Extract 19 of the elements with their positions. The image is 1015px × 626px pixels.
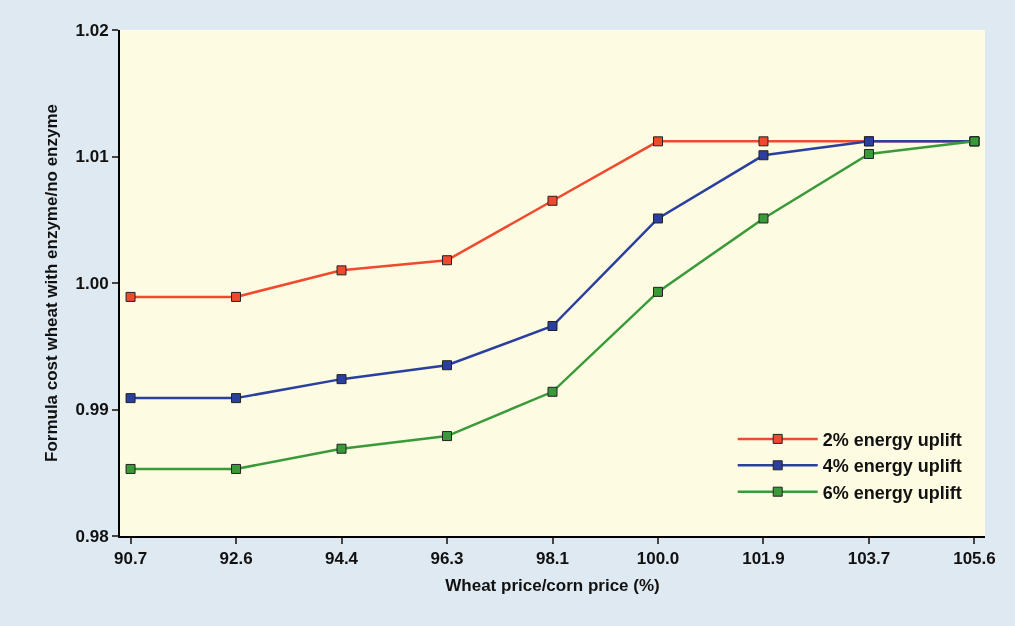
y-tick-label: 1.01 — [75, 147, 109, 167]
y-tick-label: 1.00 — [75, 273, 109, 293]
x-axis-title: Wheat price/corn price (%) — [445, 576, 660, 596]
y-tick-label: 0.98 — [75, 526, 109, 546]
x-tick-label: 92.6 — [219, 549, 253, 569]
x-tick-label: 105.6 — [953, 549, 996, 569]
y-tick-label: 1.02 — [75, 20, 109, 40]
y-axis-title: Formula cost wheat with enzyme/no enzyme — [41, 103, 61, 463]
y-tick-label: 0.99 — [75, 400, 109, 420]
x-tick-label: 98.1 — [535, 549, 570, 569]
x-tick-label: 101.9 — [742, 549, 785, 569]
legend-label: 6% energy uplift — [822, 482, 962, 503]
x-tick-label: 100.0 — [636, 549, 680, 569]
legend-label: 2% energy uplift — [822, 429, 962, 450]
legend-label: 4% energy uplift — [822, 456, 962, 477]
x-tick-label: 90.7 — [114, 549, 148, 569]
x-tick-label: 103.7 — [847, 549, 891, 569]
x-tick-label: 94.4 — [324, 549, 359, 569]
x-tick-label: 96.3 — [430, 549, 464, 569]
